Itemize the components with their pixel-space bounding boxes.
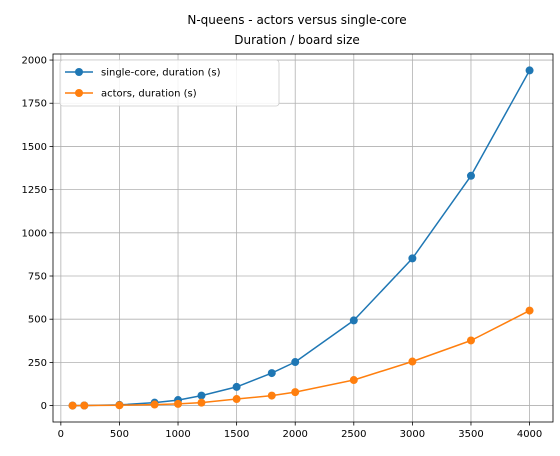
legend-item: single-core, duration (s) — [65, 68, 221, 79]
y-tick-label: 250 — [28, 358, 47, 369]
series-layer — [68, 66, 534, 410]
y-tick-label: 2000 — [22, 56, 47, 67]
data-point — [115, 401, 124, 410]
y-tick-label: 1750 — [22, 99, 47, 110]
data-point — [291, 358, 300, 367]
y-tick-label: 500 — [28, 315, 47, 326]
series-2 — [68, 306, 534, 410]
series-line — [72, 70, 531, 407]
y-tick-label: 0 — [41, 401, 47, 412]
legend-label: single-core, duration (s) — [101, 68, 221, 79]
x-tick-label: 3000 — [400, 429, 425, 440]
x-tick-label: 3500 — [458, 429, 483, 440]
chart-title: N-queens - actors versus single-core — [187, 13, 406, 27]
x-tick-label: 2500 — [341, 429, 366, 440]
y-tick-label: 1000 — [22, 228, 47, 239]
data-point — [150, 400, 159, 409]
data-point — [408, 254, 417, 263]
data-point — [349, 376, 358, 385]
legend-marker — [75, 89, 83, 97]
data-point — [466, 171, 475, 180]
data-point — [80, 401, 89, 410]
data-point — [197, 391, 206, 400]
plot-frame — [52, 53, 554, 423]
y-tick-label: 1500 — [22, 142, 47, 153]
y-tick-label: 750 — [28, 272, 47, 283]
data-point — [68, 401, 77, 410]
data-point — [267, 369, 276, 378]
y-axis: 0 250 500 750 1000 1250 1500 1750 2000 — [22, 56, 53, 412]
legend-marker — [75, 68, 83, 76]
x-tick-label: 1000 — [165, 429, 190, 440]
chart-subtitle: Duration / board size — [234, 33, 360, 47]
series-1 — [68, 66, 534, 410]
data-point — [408, 357, 417, 366]
x-tick-label: 0 — [58, 429, 64, 440]
y-tick-label: 1250 — [22, 185, 47, 196]
x-tick-label: 1500 — [224, 429, 249, 440]
legend-box — [59, 59, 280, 107]
x-axis: 0 500 1000 1500 2000 2500 3000 3500 4000 — [58, 422, 542, 440]
data-point — [466, 336, 475, 345]
data-point — [525, 306, 534, 315]
legend-label: actors, duration (s) — [101, 89, 197, 100]
data-point — [349, 316, 358, 325]
data-point — [232, 382, 241, 391]
x-tick-label: 500 — [110, 429, 129, 440]
data-point — [197, 398, 206, 407]
data-point — [174, 399, 183, 408]
x-tick-label: 2000 — [282, 429, 307, 440]
x-tick-label: 4000 — [517, 429, 542, 440]
legend-item: actors, duration (s) — [65, 89, 197, 100]
data-point — [291, 388, 300, 397]
grid — [53, 54, 553, 422]
data-point — [267, 391, 276, 400]
data-point — [232, 395, 241, 404]
data-point — [525, 66, 534, 75]
legend: single-core, duration (s) actors, duratio… — [59, 59, 280, 107]
